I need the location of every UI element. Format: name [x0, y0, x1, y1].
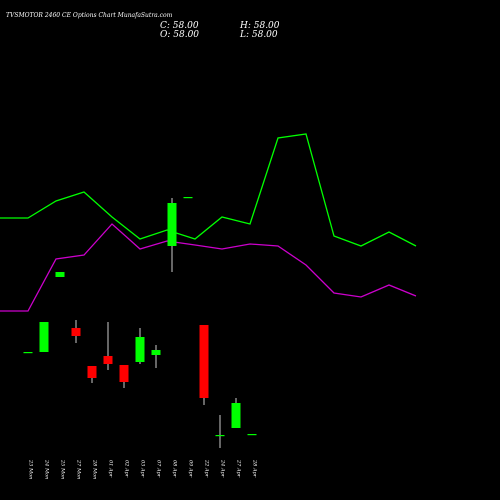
x-tick-label: 08 Apr — [172, 460, 178, 478]
candle-body — [167, 203, 177, 246]
candle-body — [183, 197, 193, 199]
candle — [151, 345, 161, 368]
x-tick-label: 28 Apr — [252, 459, 258, 478]
open-readout: O: 58.00 — [160, 30, 199, 40]
candle-body — [39, 322, 49, 352]
candle-body — [199, 325, 209, 398]
candle — [55, 272, 65, 277]
candle — [215, 415, 225, 448]
low-readout: L: 58.00 — [239, 30, 278, 40]
candle — [199, 325, 209, 405]
x-tick-label: 24 Mon — [44, 459, 50, 479]
x-tick-label: 07 Apr — [156, 460, 162, 478]
x-tick-label: 28 Mon — [92, 459, 98, 479]
close-readout: C: 58.00 — [160, 21, 199, 31]
high-readout: H: 58.00 — [239, 21, 280, 31]
x-tick-label: 09 Apr — [188, 460, 194, 478]
candle-body — [71, 328, 81, 336]
x-tick-label: 02 Apr — [124, 460, 130, 478]
candle — [167, 198, 177, 272]
candle-body — [23, 352, 33, 354]
candle-body — [151, 350, 161, 355]
x-tick-label: 01 Apr — [108, 460, 114, 478]
candle-body — [215, 435, 225, 437]
candle-body — [55, 272, 65, 277]
x-tick-label: 27 Mon — [76, 459, 82, 479]
candle — [23, 352, 33, 354]
candle — [39, 322, 49, 352]
candle — [135, 328, 145, 364]
candle-body — [231, 403, 241, 428]
x-tick-label: 23 Mon — [28, 459, 34, 479]
x-axis-labels: 23 Mon 24 Mon 25 Mon 27 Mon 28 Mon 01 Apr 02 A… — [28, 459, 258, 479]
x-tick-label: 25 Mon — [60, 459, 66, 479]
lower-band-line — [0, 223, 417, 312]
candle-body — [103, 356, 113, 364]
candle — [231, 398, 241, 428]
candle-body — [247, 434, 257, 436]
candle — [183, 197, 193, 199]
x-tick-label: 27 Apr — [236, 459, 242, 478]
candles-layer — [23, 197, 257, 448]
candle-body — [87, 366, 97, 378]
x-tick-label: 22 Apr — [204, 459, 210, 478]
x-tick-label: 24 Apr — [220, 459, 226, 478]
candle-body — [135, 337, 145, 362]
candle-body — [119, 365, 129, 382]
x-tick-label: 03 Apr — [140, 460, 146, 478]
candle — [71, 320, 81, 343]
candle — [247, 434, 257, 436]
chart-title: TVSMOTOR 2460 CE Options Chart MunafaSut… — [6, 12, 173, 19]
candle — [119, 365, 129, 388]
candle — [103, 322, 113, 370]
upper-band-line — [0, 133, 417, 247]
candle — [87, 366, 97, 383]
